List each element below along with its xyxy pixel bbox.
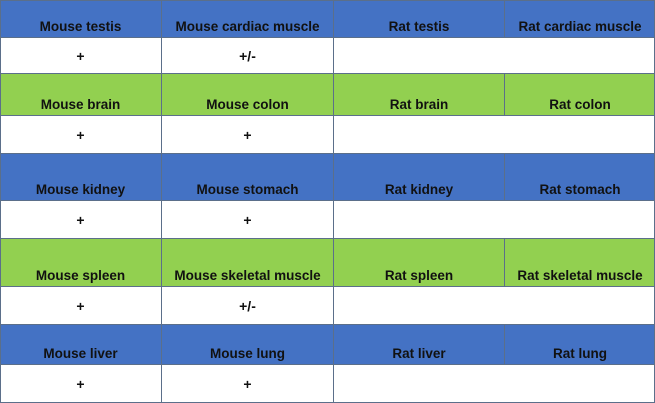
- value-cell-merged: [334, 365, 655, 403]
- value-row: + +/-: [0, 38, 655, 74]
- value-cell: +/-: [162, 287, 334, 325]
- value-row: + +: [0, 365, 655, 403]
- value-cell: +: [0, 38, 162, 74]
- header-cell: Rat testis: [334, 0, 505, 38]
- value-cell: +: [0, 116, 162, 154]
- value-cell: +: [0, 287, 162, 325]
- value-row: + +: [0, 201, 655, 239]
- value-cell: +: [162, 201, 334, 239]
- header-cell: Mouse brain: [0, 74, 162, 116]
- header-cell: Mouse testis: [0, 0, 162, 38]
- header-cell: Mouse kidney: [0, 154, 162, 201]
- value-cell-merged: [334, 38, 655, 74]
- header-row: Mouse spleen Mouse skeletal muscle Rat s…: [0, 239, 655, 287]
- header-row: Mouse testis Mouse cardiac muscle Rat te…: [0, 0, 655, 38]
- header-row: Mouse kidney Mouse stomach Rat kidney Ra…: [0, 154, 655, 201]
- value-cell: +: [162, 116, 334, 154]
- header-row: Mouse brain Mouse colon Rat brain Rat co…: [0, 74, 655, 116]
- value-cell: +: [0, 201, 162, 239]
- header-cell: Mouse lung: [162, 325, 334, 365]
- value-row: + +/-: [0, 287, 655, 325]
- header-cell: Rat stomach: [505, 154, 655, 201]
- header-cell: Rat cardiac muscle: [505, 0, 655, 38]
- value-cell: +/-: [162, 38, 334, 74]
- header-cell: Mouse colon: [162, 74, 334, 116]
- header-cell: Rat kidney: [334, 154, 505, 201]
- header-cell: Rat skeletal muscle: [505, 239, 655, 287]
- header-cell: Mouse stomach: [162, 154, 334, 201]
- value-cell: +: [162, 365, 334, 403]
- header-cell: Rat spleen: [334, 239, 505, 287]
- value-row: + +: [0, 116, 655, 154]
- header-cell: Rat liver: [334, 325, 505, 365]
- header-cell: Rat lung: [505, 325, 655, 365]
- header-cell: Mouse spleen: [0, 239, 162, 287]
- header-cell: Rat colon: [505, 74, 655, 116]
- header-cell: Mouse cardiac muscle: [162, 0, 334, 38]
- header-row: Mouse liver Mouse lung Rat liver Rat lun…: [0, 325, 655, 365]
- value-cell-merged: [334, 287, 655, 325]
- value-cell-merged: [334, 201, 655, 239]
- value-cell-merged: [334, 116, 655, 154]
- header-cell: Mouse liver: [0, 325, 162, 365]
- header-cell: Rat brain: [334, 74, 505, 116]
- value-cell: +: [0, 365, 162, 403]
- header-cell: Mouse skeletal muscle: [162, 239, 334, 287]
